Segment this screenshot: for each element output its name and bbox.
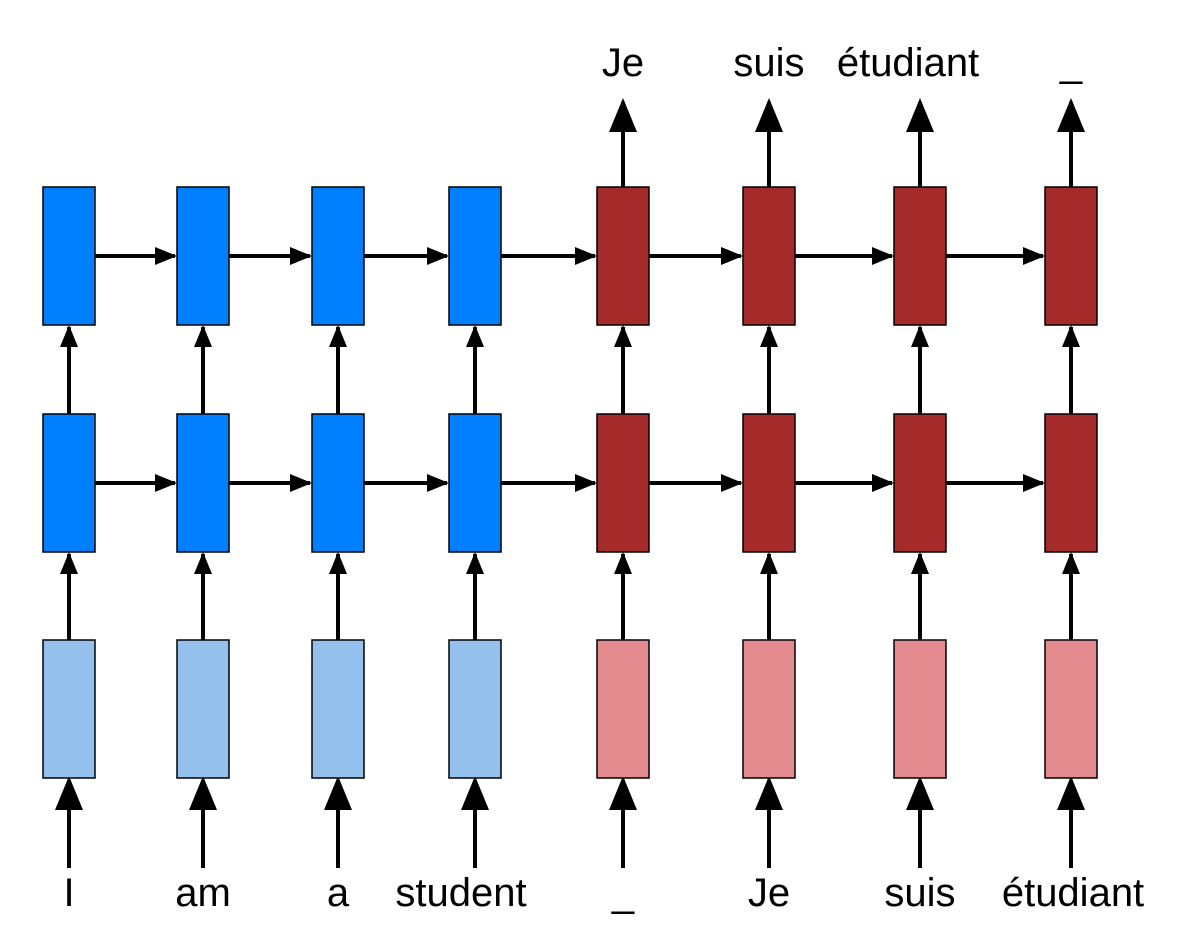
decoder-input-word-1: Je: [748, 871, 790, 915]
decoder-hidden-layer1-cell-0: [596, 413, 650, 553]
connections: [55, 98, 1085, 868]
decoder-hidden-layer2-cell-2: [893, 186, 947, 326]
decoder-output-word-3: _: [1059, 41, 1083, 85]
decoder-output-word-2: étudiant: [837, 41, 979, 85]
encoder-hidden-layer1-cell-3: [448, 413, 502, 553]
decoder-input-word-0: _: [611, 871, 635, 915]
decoder-hidden-layer2-cell-0: [596, 186, 650, 326]
decoder-input-word-3: étudiant: [1002, 871, 1144, 915]
encoder-hidden-layer2-cell-1: [176, 186, 230, 326]
encoder-hidden-layer2-cell-3: [448, 186, 502, 326]
decoder-hidden-layer1-cell-2: [893, 413, 947, 553]
decoder-output-word-1: suis: [733, 41, 804, 85]
encoder-hidden-layer1-cell-1: [176, 413, 230, 553]
decoder-embedding-cell-1: [742, 639, 796, 779]
decoder-hidden-layer1-cell-1: [742, 413, 796, 553]
decoder-embedding-cell-0: [596, 639, 650, 779]
decoder-input-word-2: suis: [884, 871, 955, 915]
encoder-hidden-layer2-cell-0: [42, 186, 96, 326]
encoder-hidden-layer1-cell-0: [42, 413, 96, 553]
encoder-embedding-cell-2: [311, 639, 365, 779]
decoder-hidden-layer1-cell-3: [1044, 413, 1098, 553]
encoder-hidden-layer1-cell-2: [311, 413, 365, 553]
decoder-embedding-cell-3: [1044, 639, 1098, 779]
encoder-input-word-2: a: [327, 871, 350, 915]
decoder-output-word-0: Je: [602, 41, 644, 85]
encoder-input-word-3: student: [395, 871, 526, 915]
encoder-embedding-cell-1: [176, 639, 230, 779]
cells: [42, 186, 1098, 779]
decoder-hidden-layer2-cell-1: [742, 186, 796, 326]
encoder-embedding-cell-3: [448, 639, 502, 779]
encoder-input-word-0: I: [63, 871, 74, 915]
encoder-hidden-layer2-cell-2: [311, 186, 365, 326]
encoder-input-word-1: am: [175, 871, 231, 915]
decoder-embedding-cell-2: [893, 639, 947, 779]
decoder-hidden-layer2-cell-3: [1044, 186, 1098, 326]
encoder-embedding-cell-0: [42, 639, 96, 779]
